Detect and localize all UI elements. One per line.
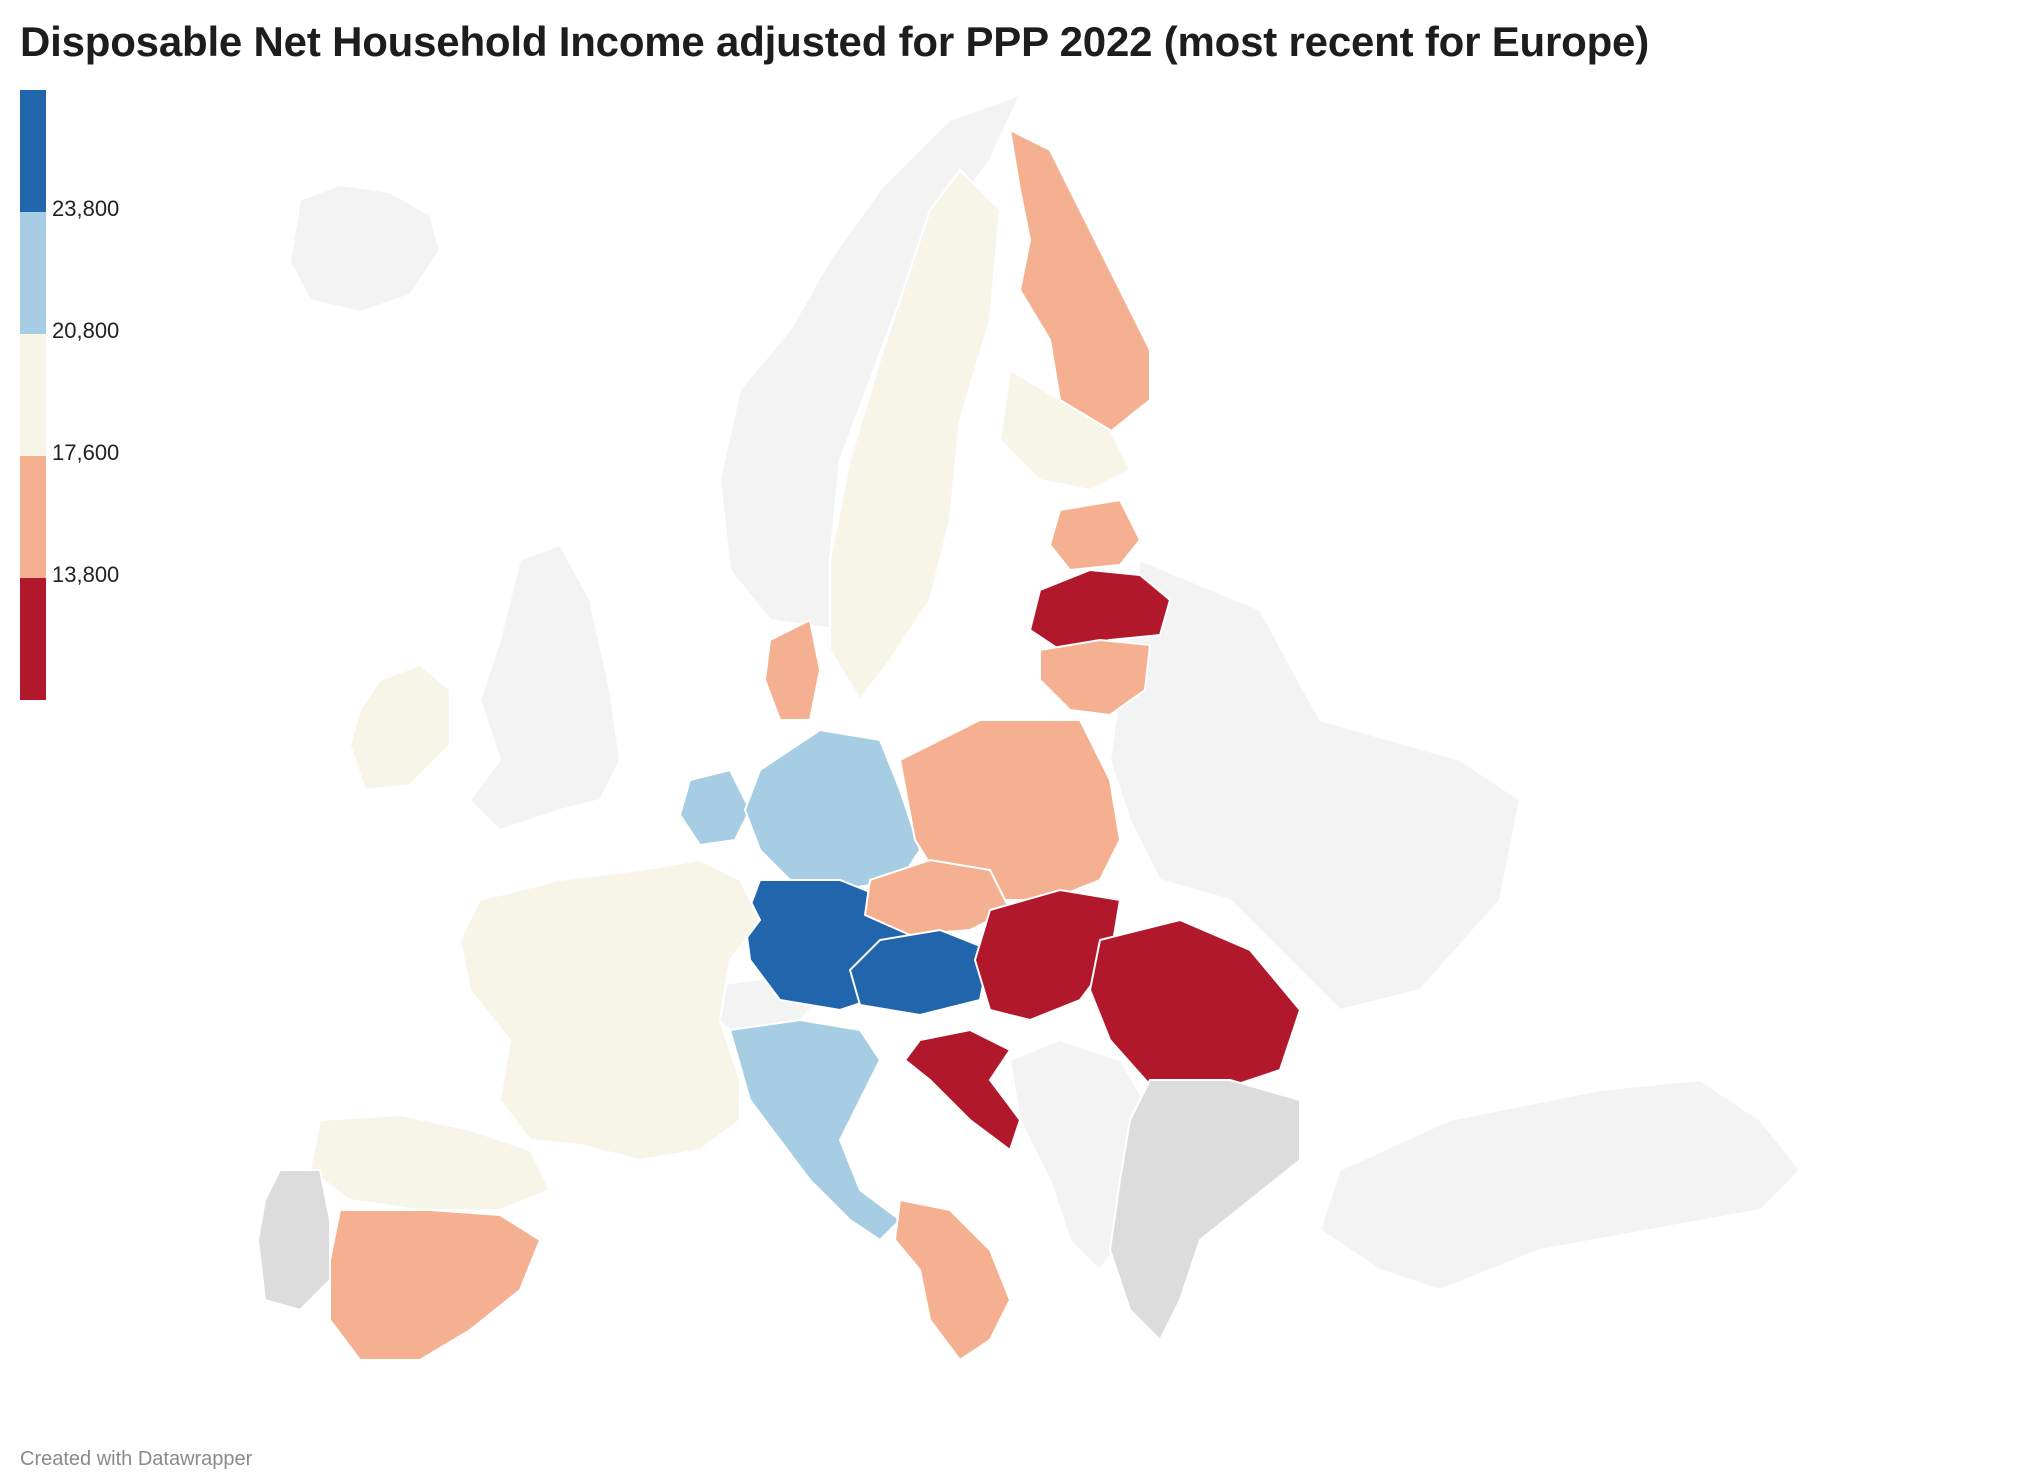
region-austria xyxy=(848,928,992,1017)
color-legend: 23,800 20,800 17,600 13,800 xyxy=(20,90,220,700)
region-italy-south xyxy=(893,1198,1012,1362)
region-italy-north xyxy=(728,1018,902,1242)
legend-swatch-3 xyxy=(20,456,46,578)
region-bulgaria-greece xyxy=(1108,1079,1301,1342)
region-iceland xyxy=(288,183,442,314)
legend-swatch-1 xyxy=(20,212,46,334)
legend-tick-1: 23,800 xyxy=(52,196,120,221)
region-finland-south xyxy=(998,368,1132,492)
region-turkey xyxy=(1318,1078,1802,1292)
region-spain-south xyxy=(329,1209,542,1361)
legend-swatch-0 xyxy=(20,90,46,212)
legend-tick-3: 17,600 xyxy=(52,440,120,465)
region-france xyxy=(458,858,762,1162)
region-sweden xyxy=(829,168,1002,702)
region-netherlands xyxy=(678,768,752,847)
region-latvia xyxy=(1028,568,1172,652)
region-germany-north xyxy=(743,728,922,892)
region-slovakia-hungary xyxy=(973,888,1122,1022)
map-title: Disposable Net Household Income adjusted… xyxy=(20,18,1649,65)
region-romania xyxy=(1088,918,1302,1092)
region-uk xyxy=(468,543,622,832)
legend-tick-2: 20,800 xyxy=(52,318,120,343)
legend-swatch-4 xyxy=(20,578,46,700)
credit-footer: Created with Datawrapper xyxy=(20,1448,253,1470)
legend-swatch-2 xyxy=(20,334,46,456)
region-estonia xyxy=(1048,498,1142,572)
region-spain-north xyxy=(308,1113,552,1211)
region-croatia xyxy=(903,1028,1022,1152)
region-belarus-ukraine-russia xyxy=(1108,558,1522,1012)
region-denmark xyxy=(763,618,822,721)
legend-tick-4: 13,800 xyxy=(52,562,120,587)
region-lithuania xyxy=(1039,638,1152,717)
region-portugal xyxy=(256,1169,331,1312)
region-ireland xyxy=(348,663,451,792)
